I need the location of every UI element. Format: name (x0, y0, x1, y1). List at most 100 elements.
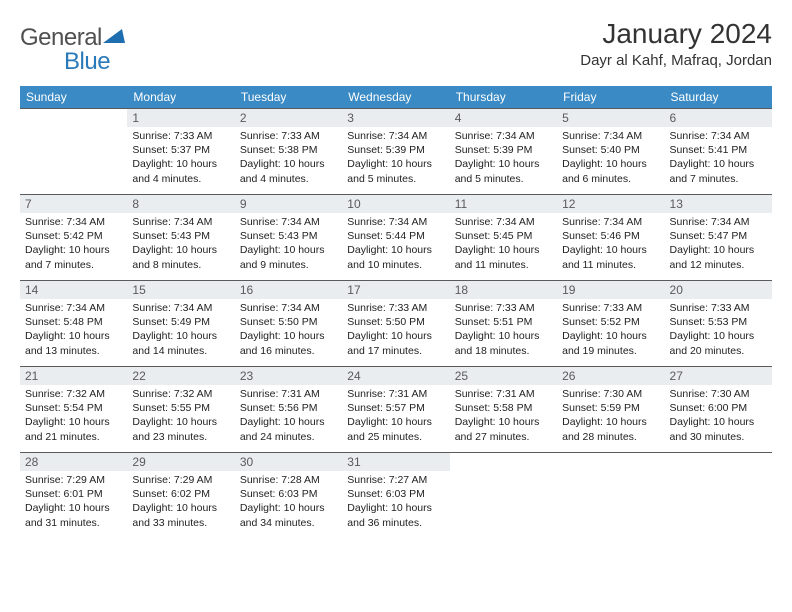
day-details: Sunrise: 7:31 AMSunset: 5:56 PMDaylight:… (235, 385, 342, 448)
day-details: Sunrise: 7:34 AMSunset: 5:44 PMDaylight:… (342, 213, 449, 276)
day-number: 7 (20, 195, 127, 213)
day-number: 10 (342, 195, 449, 213)
day-number: 28 (20, 453, 127, 471)
calendar-day-cell: 3Sunrise: 7:34 AMSunset: 5:39 PMDaylight… (342, 109, 449, 195)
day-details: Sunrise: 7:29 AMSunset: 6:02 PMDaylight:… (127, 471, 234, 534)
day-number: 30 (235, 453, 342, 471)
day-number: 18 (450, 281, 557, 299)
logo-triangle-icon (103, 27, 125, 43)
day-number: 21 (20, 367, 127, 385)
title-block: January 2024 Dayr al Kahf, Mafraq, Jorda… (580, 18, 772, 69)
day-number: 8 (127, 195, 234, 213)
calendar-day-cell: 16Sunrise: 7:34 AMSunset: 5:50 PMDayligh… (235, 281, 342, 367)
calendar-day-cell: 26Sunrise: 7:30 AMSunset: 5:59 PMDayligh… (557, 367, 664, 453)
calendar-day-cell: 15Sunrise: 7:34 AMSunset: 5:49 PMDayligh… (127, 281, 234, 367)
day-details: Sunrise: 7:34 AMSunset: 5:47 PMDaylight:… (665, 213, 772, 276)
calendar-day-cell: 12Sunrise: 7:34 AMSunset: 5:46 PMDayligh… (557, 195, 664, 281)
calendar-day-cell: 14Sunrise: 7:34 AMSunset: 5:48 PMDayligh… (20, 281, 127, 367)
calendar-day-cell: 27Sunrise: 7:30 AMSunset: 6:00 PMDayligh… (665, 367, 772, 453)
day-number: 3 (342, 109, 449, 127)
calendar-day-cell: 23Sunrise: 7:31 AMSunset: 5:56 PMDayligh… (235, 367, 342, 453)
day-number: 31 (342, 453, 449, 471)
calendar-week-row: 1Sunrise: 7:33 AMSunset: 5:37 PMDaylight… (20, 109, 772, 195)
calendar-day-cell: 8Sunrise: 7:34 AMSunset: 5:43 PMDaylight… (127, 195, 234, 281)
day-details: Sunrise: 7:34 AMSunset: 5:49 PMDaylight:… (127, 299, 234, 362)
day-details: Sunrise: 7:33 AMSunset: 5:51 PMDaylight:… (450, 299, 557, 362)
day-details: Sunrise: 7:34 AMSunset: 5:39 PMDaylight:… (342, 127, 449, 190)
day-number: 23 (235, 367, 342, 385)
calendar-day-cell: 29Sunrise: 7:29 AMSunset: 6:02 PMDayligh… (127, 453, 234, 539)
day-details: Sunrise: 7:34 AMSunset: 5:43 PMDaylight:… (127, 213, 234, 276)
day-number: 27 (665, 367, 772, 385)
day-number: 5 (557, 109, 664, 127)
calendar-day-cell (450, 453, 557, 539)
day-number: 6 (665, 109, 772, 127)
day-number: 29 (127, 453, 234, 471)
calendar-day-cell: 1Sunrise: 7:33 AMSunset: 5:37 PMDaylight… (127, 109, 234, 195)
day-number: 22 (127, 367, 234, 385)
calendar-day-cell: 25Sunrise: 7:31 AMSunset: 5:58 PMDayligh… (450, 367, 557, 453)
calendar-day-cell: 28Sunrise: 7:29 AMSunset: 6:01 PMDayligh… (20, 453, 127, 539)
day-number: 25 (450, 367, 557, 385)
calendar-day-cell: 21Sunrise: 7:32 AMSunset: 5:54 PMDayligh… (20, 367, 127, 453)
day-details: Sunrise: 7:32 AMSunset: 5:55 PMDaylight:… (127, 385, 234, 448)
day-details: Sunrise: 7:28 AMSunset: 6:03 PMDaylight:… (235, 471, 342, 534)
day-details: Sunrise: 7:29 AMSunset: 6:01 PMDaylight:… (20, 471, 127, 534)
month-title: January 2024 (580, 18, 772, 50)
calendar-day-cell: 13Sunrise: 7:34 AMSunset: 5:47 PMDayligh… (665, 195, 772, 281)
calendar-day-cell: 30Sunrise: 7:28 AMSunset: 6:03 PMDayligh… (235, 453, 342, 539)
day-number: 2 (235, 109, 342, 127)
day-details: Sunrise: 7:34 AMSunset: 5:46 PMDaylight:… (557, 213, 664, 276)
day-header: Saturday (665, 86, 772, 109)
calendar-day-cell: 17Sunrise: 7:33 AMSunset: 5:50 PMDayligh… (342, 281, 449, 367)
day-header: Tuesday (235, 86, 342, 109)
day-number: 9 (235, 195, 342, 213)
calendar-day-cell: 2Sunrise: 7:33 AMSunset: 5:38 PMDaylight… (235, 109, 342, 195)
day-number: 17 (342, 281, 449, 299)
day-number: 11 (450, 195, 557, 213)
day-number: 16 (235, 281, 342, 299)
day-details: Sunrise: 7:33 AMSunset: 5:37 PMDaylight:… (127, 127, 234, 190)
calendar-week-row: 14Sunrise: 7:34 AMSunset: 5:48 PMDayligh… (20, 281, 772, 367)
day-number: 20 (665, 281, 772, 299)
day-details: Sunrise: 7:32 AMSunset: 5:54 PMDaylight:… (20, 385, 127, 448)
day-header: Wednesday (342, 86, 449, 109)
day-details: Sunrise: 7:34 AMSunset: 5:45 PMDaylight:… (450, 213, 557, 276)
day-details: Sunrise: 7:30 AMSunset: 5:59 PMDaylight:… (557, 385, 664, 448)
day-details: Sunrise: 7:30 AMSunset: 6:00 PMDaylight:… (665, 385, 772, 448)
calendar-day-cell: 5Sunrise: 7:34 AMSunset: 5:40 PMDaylight… (557, 109, 664, 195)
day-details: Sunrise: 7:34 AMSunset: 5:50 PMDaylight:… (235, 299, 342, 362)
day-number: 4 (450, 109, 557, 127)
calendar-week-row: 7Sunrise: 7:34 AMSunset: 5:42 PMDaylight… (20, 195, 772, 281)
day-details: Sunrise: 7:27 AMSunset: 6:03 PMDaylight:… (342, 471, 449, 534)
day-details: Sunrise: 7:34 AMSunset: 5:39 PMDaylight:… (450, 127, 557, 190)
day-details: Sunrise: 7:33 AMSunset: 5:53 PMDaylight:… (665, 299, 772, 362)
calendar-day-cell: 10Sunrise: 7:34 AMSunset: 5:44 PMDayligh… (342, 195, 449, 281)
day-number: 13 (665, 195, 772, 213)
day-details: Sunrise: 7:33 AMSunset: 5:38 PMDaylight:… (235, 127, 342, 190)
day-number: 19 (557, 281, 664, 299)
day-details: Sunrise: 7:34 AMSunset: 5:48 PMDaylight:… (20, 299, 127, 362)
logo: GeneralBlue (20, 18, 125, 76)
calendar-table: SundayMondayTuesdayWednesdayThursdayFrid… (20, 86, 772, 539)
day-details: Sunrise: 7:34 AMSunset: 5:42 PMDaylight:… (20, 213, 127, 276)
day-details: Sunrise: 7:33 AMSunset: 5:52 PMDaylight:… (557, 299, 664, 362)
calendar-day-cell: 18Sunrise: 7:33 AMSunset: 5:51 PMDayligh… (450, 281, 557, 367)
calendar-day-cell: 4Sunrise: 7:34 AMSunset: 5:39 PMDaylight… (450, 109, 557, 195)
calendar-day-cell: 9Sunrise: 7:34 AMSunset: 5:43 PMDaylight… (235, 195, 342, 281)
calendar-week-row: 28Sunrise: 7:29 AMSunset: 6:01 PMDayligh… (20, 453, 772, 539)
calendar-page: GeneralBlue January 2024 Dayr al Kahf, M… (0, 0, 792, 557)
calendar-day-cell (557, 453, 664, 539)
calendar-header-row: SundayMondayTuesdayWednesdayThursdayFrid… (20, 86, 772, 109)
calendar-day-cell: 31Sunrise: 7:27 AMSunset: 6:03 PMDayligh… (342, 453, 449, 539)
calendar-day-cell: 22Sunrise: 7:32 AMSunset: 5:55 PMDayligh… (127, 367, 234, 453)
day-number: 12 (557, 195, 664, 213)
day-details: Sunrise: 7:34 AMSunset: 5:40 PMDaylight:… (557, 127, 664, 190)
calendar-day-cell: 11Sunrise: 7:34 AMSunset: 5:45 PMDayligh… (450, 195, 557, 281)
day-details: Sunrise: 7:34 AMSunset: 5:43 PMDaylight:… (235, 213, 342, 276)
day-header: Monday (127, 86, 234, 109)
day-number: 15 (127, 281, 234, 299)
day-number: 26 (557, 367, 664, 385)
day-number: 1 (127, 109, 234, 127)
day-header: Friday (557, 86, 664, 109)
